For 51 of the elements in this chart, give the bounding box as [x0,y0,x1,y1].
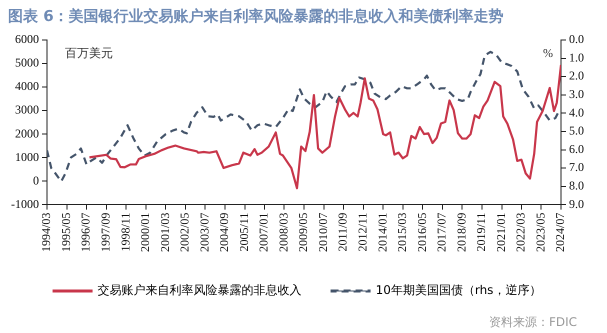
y2-tick-label: 7.0 [569,160,584,174]
x-tick-label: 2010/07 [316,212,330,252]
x-tick-label: 2011/09 [336,212,350,252]
legend-label: 交易账户来自利率风险暴露的非息收入 [98,283,302,298]
x-tick-label: 2023/05 [533,212,548,252]
x-tick-label: 2024/07 [553,212,568,252]
chart-title: 图表 6：美国银行业交易账户来自利率风险暴露的非息收入和美债利率走势 [8,6,504,25]
x-tick-label: 2004/09 [217,212,232,252]
x-tick-label: 2017/07 [434,212,449,252]
x-tick-label: 2015/03 [394,212,409,252]
x-tick-label: 2019/11 [474,212,488,252]
x-tick-label: 2007/01 [256,212,271,252]
y2-tick-label: 0.0 [569,32,584,46]
y2-tick-label: 6.0 [569,142,584,156]
x-tick-label: 2014/01 [375,212,390,252]
y2-axis-title: % [543,46,553,60]
x-tick-label: 1995/05 [58,212,73,252]
legend-label: 10年期美国国债（rhs，逆序） [376,283,542,298]
y2-tick-label: 8.0 [569,178,584,193]
y-tick-label: 0 [32,173,39,188]
text: 资料来源：FDIC [488,315,577,330]
x-tick-label: 2005/11 [236,212,251,252]
x-tick-label: 2008/03 [276,212,290,252]
y-tick-label: 2000 [14,126,39,140]
x-tick-label: 2001/03 [158,212,172,252]
x-tick-label: 2012/11 [356,212,370,252]
x-tick-label: 2016/05 [414,212,429,252]
y-tick-label: 5000 [14,56,39,70]
x-tick-label: 1994/03 [39,212,54,252]
x-tick-label: 2018/09 [454,212,468,252]
y2-tick-label: 3.0 [569,87,584,102]
y2-tick-label: 5.0 [569,124,584,138]
x-tick-label: 2021/01 [494,212,508,252]
y-tick-label: -1000 [10,196,39,211]
y-axis-title: 百万美元 [64,46,113,60]
y2-tick-label: 9.0 [569,196,584,211]
x-tick-label: 2003/07 [197,212,212,252]
y2-tick-label: 2.0 [569,68,584,83]
y2-tick-label: 4.0 [569,105,584,120]
x-tick-label: 2000/01 [138,212,152,252]
y-tick-label: 3000 [14,102,39,117]
x-tick-label: 1996/07 [78,212,93,252]
y-tick-label: 4000 [14,79,39,94]
y2-tick-label: 1.0 [569,50,584,64]
x-tick-label: 1997/09 [98,212,113,252]
x-tick-label: 2022/03 [514,212,528,252]
y-tick-label: 6000 [14,32,39,46]
y-tick-label: 1000 [14,150,39,164]
x-tick-label: 2002/05 [178,212,192,252]
x-tick-label: 2009/05 [296,212,310,252]
x-tick-label: 1998/11 [118,212,132,252]
